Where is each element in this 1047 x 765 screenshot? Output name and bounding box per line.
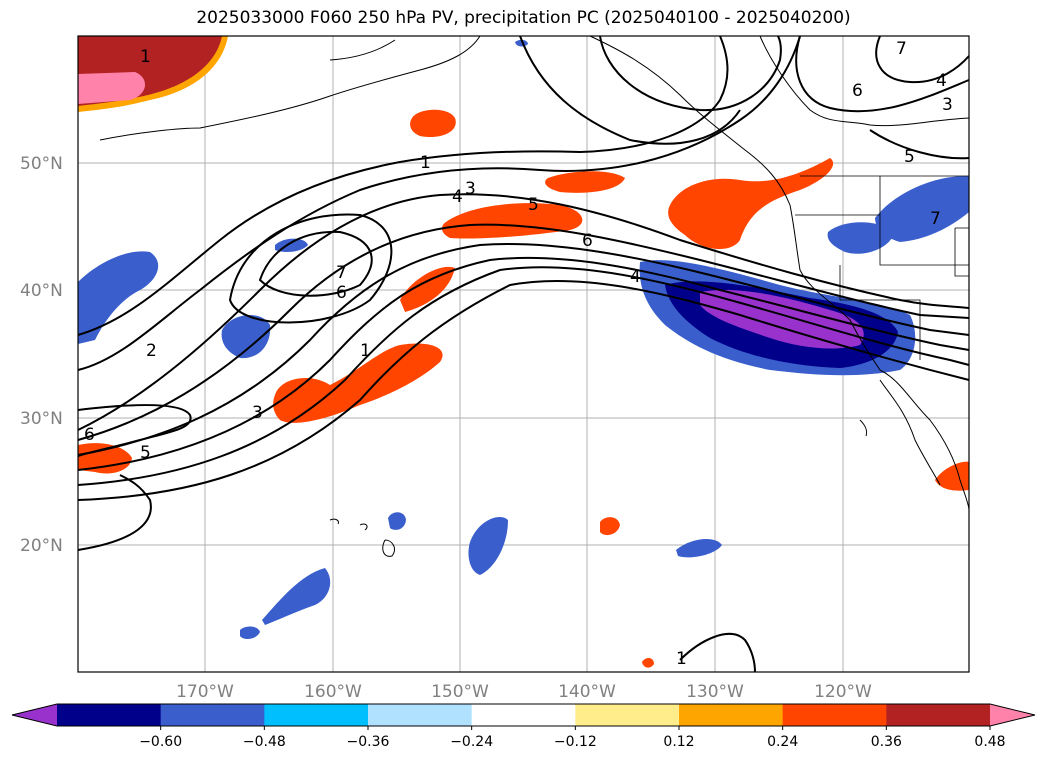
contour-label: 6 xyxy=(582,231,593,251)
contour-label: 3 xyxy=(252,403,263,423)
political-borders xyxy=(795,175,969,360)
lon-label-150w: 150°W xyxy=(431,682,489,702)
contour-label: 4 xyxy=(936,71,947,91)
colorbar-tick-label: 0.24 xyxy=(767,734,798,750)
colorbar-tick-label: 0.36 xyxy=(871,734,902,750)
contour-labels: 1 1 1 1 2 3 3 4 4 4 5 5 5 6 6 6 6 7 7 7 … xyxy=(84,39,953,669)
colorbar-tick-label: −0.12 xyxy=(554,734,597,750)
colorbar-tick-label: −0.36 xyxy=(347,734,390,750)
colorbar-segment xyxy=(575,704,680,726)
colorbar-segment xyxy=(264,704,369,726)
precip-positive-regions xyxy=(78,36,969,668)
lon-label-170w: 170°W xyxy=(176,682,234,702)
contour-label: 7 xyxy=(336,263,347,283)
lon-label-130w: 130°W xyxy=(686,682,744,702)
contour-label: 6 xyxy=(852,81,863,101)
contour-label: 5 xyxy=(904,147,915,167)
colorbar-tick-label: −0.48 xyxy=(243,734,286,750)
colorbar-segment xyxy=(679,704,784,726)
lat-label-40n: 40°N xyxy=(20,281,63,301)
map-frame xyxy=(77,35,970,673)
colorbar-segment xyxy=(782,704,887,726)
colorbar-segment xyxy=(471,704,576,726)
contour-label: 1 xyxy=(140,47,151,67)
colorbar-tick-label: 0.12 xyxy=(663,734,694,750)
latitude-labels: 20°N 30°N 40°N 50°N xyxy=(20,154,63,556)
colorbar: −0.60 −0.48 −0.36 −0.24 −0.12 0.12 0.24 0.36 0.4… xyxy=(11,703,1036,750)
contour-label: 7 xyxy=(896,39,907,59)
map-area: 1 1 1 1 2 3 3 4 4 4 5 5 5 6 6 6 6 7 7 7 … xyxy=(77,35,970,673)
colorbar-extend-max xyxy=(990,704,1035,726)
colorbar-segment xyxy=(160,704,265,726)
colorbar-segment xyxy=(886,704,991,726)
map-title: 2025033000 F060 250 hPa PV, precipitatio… xyxy=(196,8,851,28)
contour-label: 3 xyxy=(942,95,953,115)
colorbar-tick-label: −0.60 xyxy=(139,734,182,750)
colorbar-segments xyxy=(57,704,991,726)
contour-label: 6 xyxy=(336,283,347,303)
contour-label: 5 xyxy=(140,443,151,463)
lat-label-50n: 50°N xyxy=(20,154,63,174)
pv-contours xyxy=(77,35,970,673)
contour-label: 1 xyxy=(420,153,431,173)
colorbar-tick-label: −0.24 xyxy=(450,734,493,750)
colorbar-segment xyxy=(57,704,162,726)
contour-label: 4 xyxy=(630,267,641,287)
contour-label: 2 xyxy=(146,341,157,361)
contour-label: 3 xyxy=(465,179,476,199)
colorbar-extend-min xyxy=(12,704,57,726)
lon-label-120w: 120°W xyxy=(814,682,872,702)
contour-label: 4 xyxy=(452,187,463,207)
colorbar-tick-label: 0.48 xyxy=(974,734,1005,750)
contour-label: 5 xyxy=(528,195,539,215)
colorbar-segment xyxy=(368,704,473,726)
lon-label-140w: 140°W xyxy=(558,682,616,702)
contour-label: 1 xyxy=(676,649,687,669)
longitude-labels: 170°W 160°W 150°W 140°W 130°W 120°W xyxy=(176,682,872,702)
colorbar-outline xyxy=(11,703,1036,727)
colorbar-tick-labels: −0.60 −0.48 −0.36 −0.24 −0.12 0.12 0.24 0.36 0.4… xyxy=(139,726,1006,750)
lat-label-20n: 20°N xyxy=(20,536,63,556)
lon-label-160w: 160°W xyxy=(304,682,362,702)
contour-label: 1 xyxy=(360,341,371,361)
contour-label: 7 xyxy=(930,209,941,229)
lat-label-30n: 30°N xyxy=(20,409,63,429)
contour-label: 6 xyxy=(84,425,95,445)
